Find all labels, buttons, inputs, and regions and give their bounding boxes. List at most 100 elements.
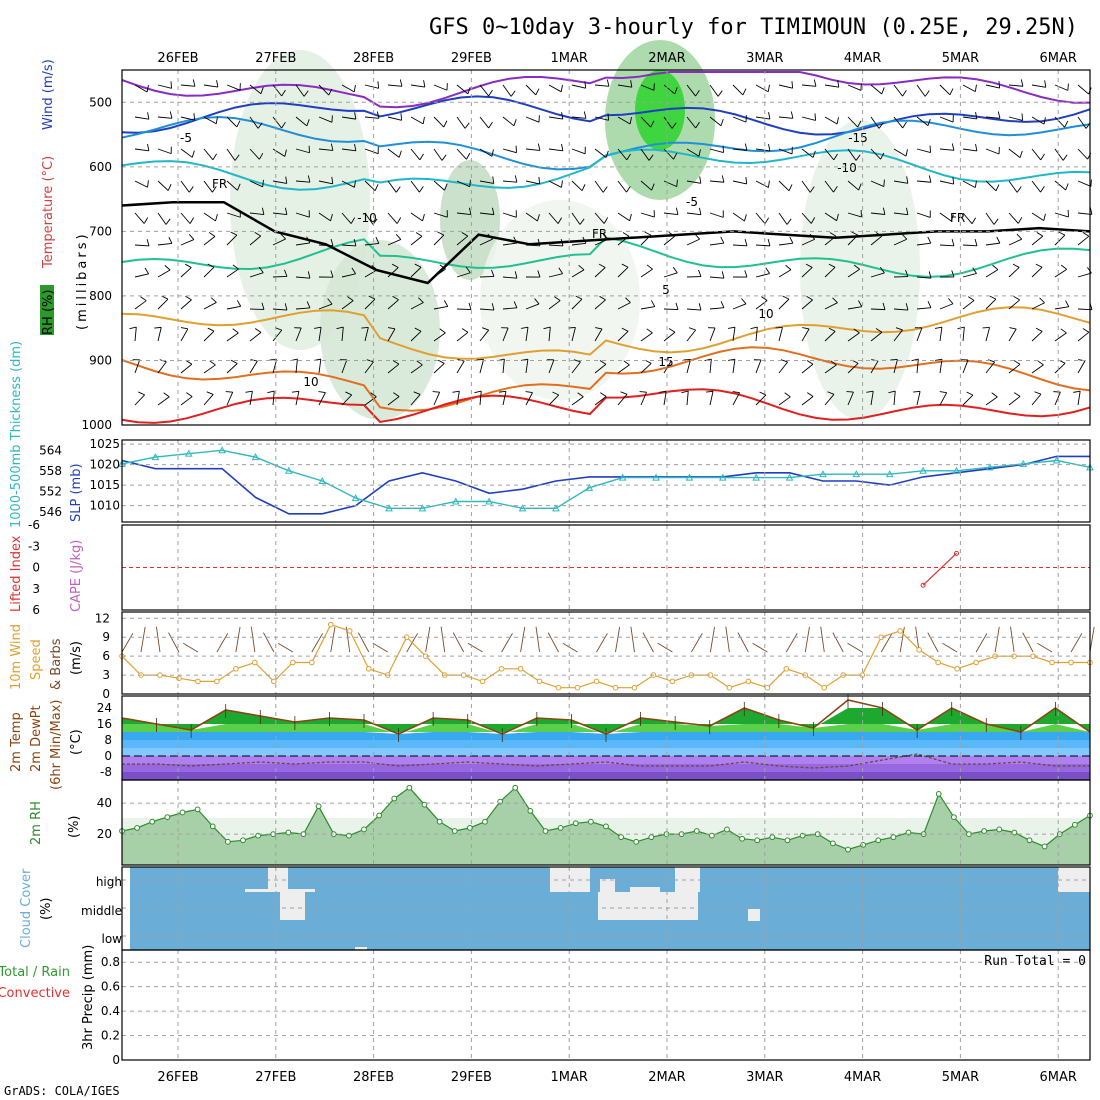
contour-label: -10 (357, 211, 377, 225)
wind10-speed-marker (1068, 659, 1074, 666)
wind10-speed-marker (214, 678, 220, 685)
wind-barb-staff (502, 391, 507, 406)
wind-barb (318, 143, 334, 151)
wind-barb-staff (1077, 272, 1092, 278)
wind-barb-staff (456, 308, 472, 310)
wind-barb (870, 266, 885, 278)
slp-tick: 1010 (89, 499, 120, 513)
rh-shade-blob (320, 240, 440, 420)
wind-barb-staff (295, 84, 305, 97)
wind-barb-flag (698, 303, 702, 311)
wind-barb-staff (548, 180, 562, 188)
wind-barb-flag (261, 207, 265, 215)
cloud-gap (355, 947, 367, 950)
wind-barb-flag (1058, 231, 1066, 236)
wind10-barb (880, 633, 893, 653)
wind-barb-staff (249, 360, 258, 374)
wind-barb-staff (272, 148, 286, 157)
slp-tick: 1020 (89, 458, 120, 472)
wind-barb (387, 180, 401, 193)
wind-barb (732, 298, 747, 310)
wind-barb-flag (935, 358, 943, 361)
wind-barb-staff (640, 180, 652, 191)
wind-barb-flag (683, 358, 691, 361)
wind-barb-staff (387, 116, 402, 121)
wind-barb (134, 391, 145, 406)
wind-barb-staff (456, 84, 469, 95)
wind-barb-flag (361, 326, 369, 329)
wind-barb-staff (985, 327, 990, 342)
wind-barb-staff (962, 359, 969, 374)
wind-barb-staff (272, 84, 283, 97)
wind-barb-flag (391, 263, 399, 268)
wind-barb (272, 84, 286, 97)
wind-barb (272, 233, 286, 246)
wind-barb-staff (709, 212, 724, 218)
wind-barb-flag (1035, 327, 1043, 332)
wind-barb-flag (1019, 150, 1023, 158)
wind-barb-staff (203, 116, 217, 125)
wind-barb-flag (998, 81, 1001, 89)
wind-barb-flag (672, 266, 678, 274)
wind-barb-flag (393, 392, 400, 397)
wind-barb-flag (952, 177, 955, 185)
wind-barb (755, 267, 770, 278)
wind-barb (659, 390, 667, 406)
wind-barb (824, 116, 839, 125)
wind-barb (203, 116, 218, 125)
wind-barb-flag (846, 391, 854, 393)
wind-barb (203, 80, 219, 88)
wind-barb (387, 327, 396, 342)
wind-barb (732, 270, 748, 278)
wind-barb (548, 239, 564, 247)
wind-barb-flag (676, 179, 678, 187)
wind-barb (129, 326, 137, 342)
wind-barb-flag (630, 80, 633, 88)
cloud-axis-label: Cloud Cover (19, 868, 34, 948)
wind-barb-flag (807, 392, 814, 397)
wind-barb-staff (916, 212, 931, 218)
wind10-speed-marker (157, 672, 163, 678)
wind-barb (387, 113, 403, 121)
wind-barb-staff (479, 180, 494, 184)
wind-barb (1073, 390, 1081, 406)
wind10-barb (520, 626, 526, 653)
wind-barb (1008, 295, 1020, 310)
wind-barb (364, 392, 377, 406)
wind-barb (180, 148, 195, 158)
wind-barb-staff (502, 276, 517, 279)
wind-barb (134, 112, 150, 120)
thickness-marker (385, 504, 393, 512)
wind-barb-flag (577, 392, 584, 398)
wind-barb (432, 391, 441, 406)
wind-barb (525, 270, 541, 278)
wind-barb-staff (433, 268, 446, 278)
wind-barb-staff (295, 116, 308, 127)
wind-barb-flag (659, 390, 667, 393)
wind-barb-flag (280, 233, 286, 240)
wind-barb (870, 116, 884, 129)
wind-barb-staff (985, 269, 999, 278)
wind-barb (594, 263, 606, 278)
wind-barb-flag (650, 120, 655, 128)
wind-barb (778, 264, 792, 278)
wind-barb (456, 116, 470, 129)
wind-barb-staff (272, 275, 288, 278)
millibars-axis-label: (millibars) (75, 231, 90, 330)
temp-contour (121, 71, 1091, 109)
wind-barb (249, 148, 264, 160)
wind-barb-staff (939, 392, 948, 406)
wind-barb-staff (433, 84, 448, 91)
wind-barb-flag (989, 295, 997, 300)
wind-barb-flag (234, 154, 240, 161)
wind-barb-staff (1008, 363, 1021, 374)
wind-barb-flag (765, 267, 770, 274)
wind-barb (847, 328, 860, 342)
lifted-index-panel (122, 550, 1090, 588)
date-label-top: 4MAR (844, 51, 881, 66)
wind-barb-flag (812, 150, 816, 158)
wind-barb-staff (203, 266, 215, 278)
wind-barb (1054, 209, 1069, 218)
wind-barb (157, 146, 172, 155)
wind-barb-flag (579, 218, 585, 225)
